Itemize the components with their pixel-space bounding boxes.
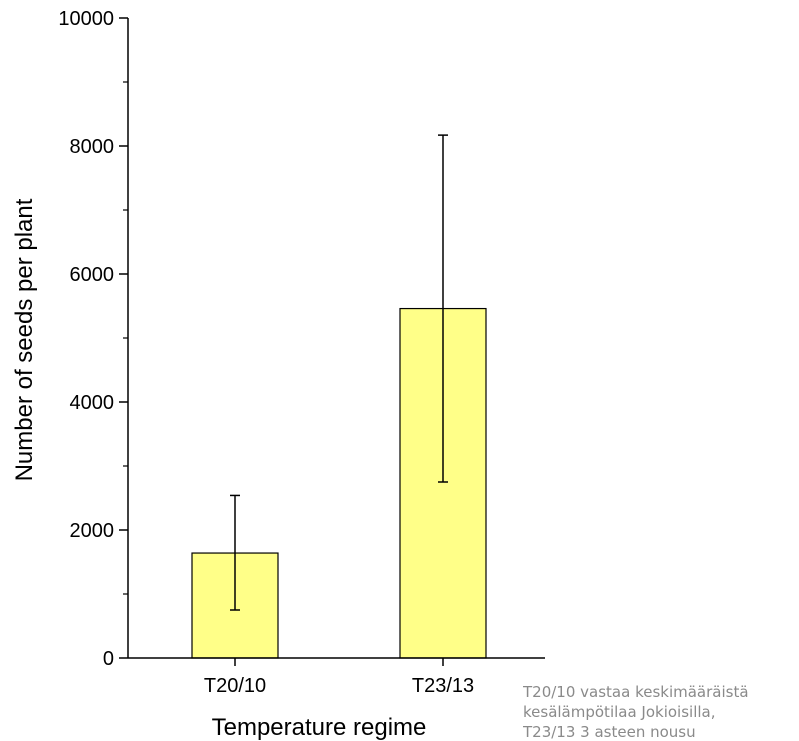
y-axis-title: Number of seeds per plant	[11, 198, 38, 481]
note-text: T20/10 vastaa keskimääräistä kesälämpöti…	[523, 682, 799, 741]
note-line-2: kesälämpötilaa Jokioisilla,	[523, 703, 716, 721]
y-tick-label: 0	[103, 648, 114, 670]
note-line-1: T20/10 vastaa keskimääräistä	[523, 683, 749, 701]
y-tick-label: 8000	[70, 136, 115, 158]
y-tick-label: 10000	[58, 8, 114, 30]
y-tick-label: 2000	[70, 520, 115, 542]
note-line-3: T23/13 3 asteen nousu	[523, 723, 696, 741]
y-tick-label: 4000	[70, 392, 115, 414]
x-tick-label: T20/10	[204, 675, 266, 697]
x-axis-title: Temperature regime	[212, 714, 427, 741]
x-tick-label: T23/13	[412, 675, 474, 697]
bars-layer	[191, 307, 487, 659]
y-tick-label: 6000	[70, 264, 115, 286]
y-ticks: 0 2000 4000 6000 8000 10000	[58, 8, 128, 670]
error-bars-layer	[230, 134, 448, 611]
x-ticks: T20/10 T23/13	[204, 658, 474, 697]
